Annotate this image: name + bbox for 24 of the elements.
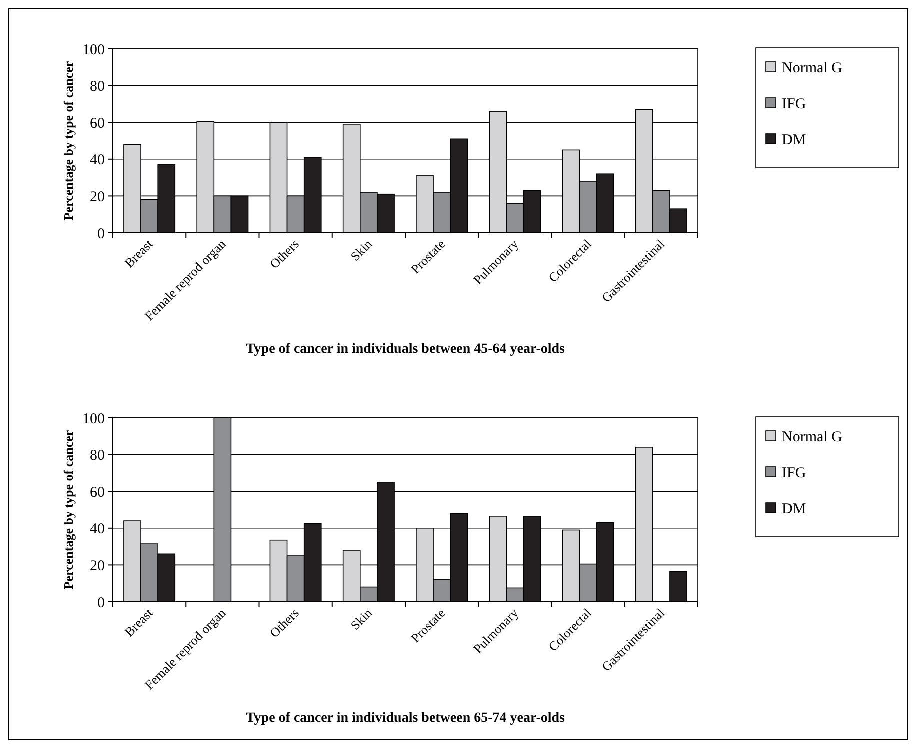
y-tick-label: 100 — [82, 411, 105, 428]
legend-label: Normal G — [782, 429, 843, 446]
y-tick-label: 20 — [90, 558, 105, 574]
x-axis-title: Type of cancer in individuals between 45-64 year-olds — [246, 342, 566, 357]
x-tick-label: Skin — [348, 236, 376, 264]
legend-label: Normal G — [782, 60, 843, 76]
legend-label: IFG — [782, 465, 806, 482]
y-tick-label: 40 — [90, 152, 105, 169]
legend-label: IFG — [782, 96, 806, 112]
y-axis-title: Percentage by type of cancer — [61, 61, 76, 221]
y-tick-label: 80 — [90, 79, 105, 96]
y-tick-label: 0 — [98, 595, 105, 612]
y-tick-label: 40 — [90, 522, 105, 538]
y-axis-title: Percentage by type of cancer — [61, 430, 76, 590]
y-tick-label: 80 — [90, 448, 105, 464]
y-tick-label: 20 — [90, 189, 105, 206]
y-tick-label: 60 — [90, 116, 105, 132]
y-tick-label: 100 — [82, 42, 105, 58]
y-tick-label: 0 — [98, 226, 105, 242]
y-tick-label: 60 — [90, 484, 105, 501]
x-tick-label: Skin — [348, 605, 376, 633]
legend-label: DM — [782, 132, 806, 148]
legend-label: DM — [782, 501, 806, 518]
x-axis-title: Type of cancer in individuals between 65-74 year-olds — [246, 711, 566, 726]
